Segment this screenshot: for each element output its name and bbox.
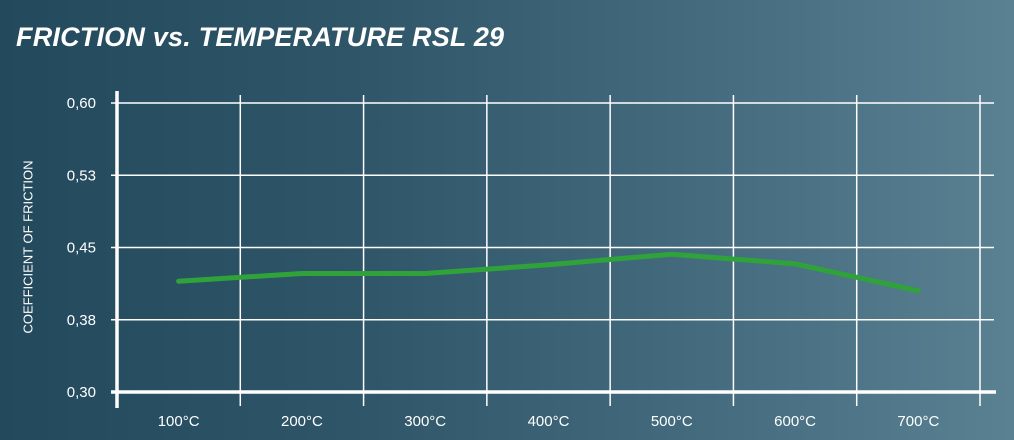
x-tick-label: 400°C — [528, 413, 570, 430]
y-tick-label: 0,38 — [67, 312, 96, 329]
y-tick-labels: 0,30 0,38 0,45 0,53 0,60 — [67, 95, 96, 401]
x-tick-label: 200°C — [281, 413, 323, 430]
chart-axes — [111, 91, 996, 408]
x-tick-label: 600°C — [774, 413, 816, 430]
x-tick-label: 100°C — [158, 413, 200, 430]
y-tick-label: 0,60 — [67, 95, 96, 112]
series-line — [176, 251, 921, 294]
chart-grid — [111, 95, 994, 406]
x-tick-label: 700°C — [897, 413, 939, 430]
series-group — [176, 251, 921, 294]
x-tick-labels: 100°C 200°C 300°C 400°C 500°C 600°C 700°C — [158, 413, 940, 430]
x-tick-label: 500°C — [651, 413, 693, 430]
x-tick-label: 300°C — [404, 413, 446, 430]
y-tick-label: 0,53 — [67, 167, 96, 184]
y-tick-label: 0,45 — [67, 240, 96, 257]
chart-title: FRICTION vs. TEMPERATURE RSL 29 — [16, 22, 505, 52]
y-tick-label: 0,30 — [67, 384, 96, 401]
